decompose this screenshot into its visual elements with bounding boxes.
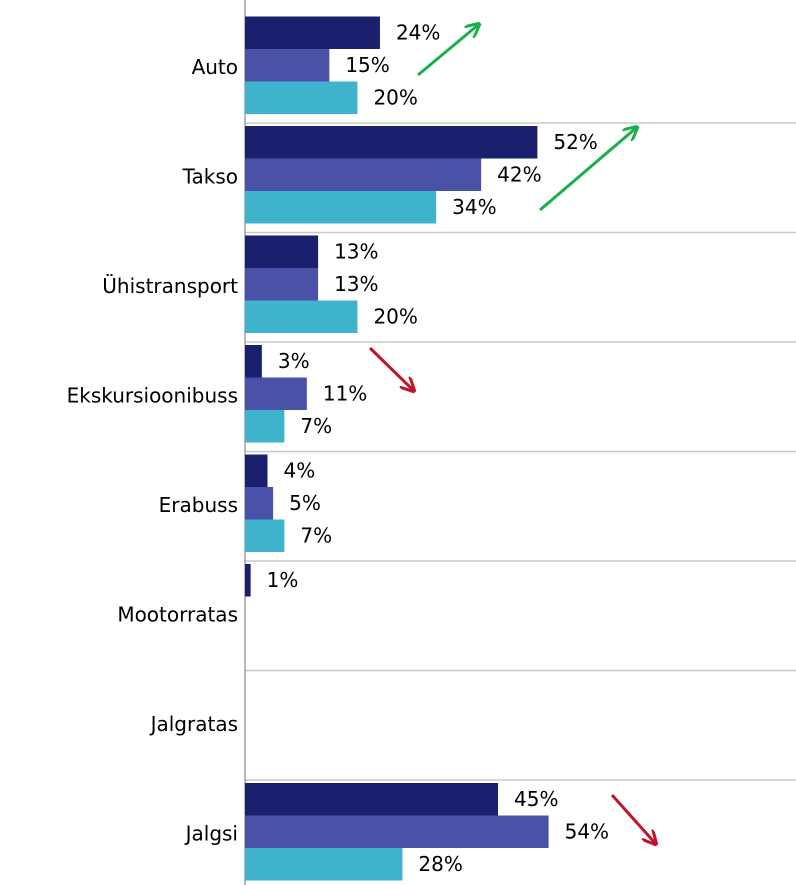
value-label: 7% <box>300 523 332 547</box>
value-label: 4% <box>283 458 315 482</box>
up-arrow <box>417 25 478 77</box>
value-label: 24% <box>396 20 440 44</box>
value-label: 34% <box>452 195 496 219</box>
category-label: Erabuss <box>159 493 238 517</box>
category-label: Ühistransport <box>102 274 238 298</box>
value-label: 11% <box>323 381 367 405</box>
value-label: 45% <box>514 787 558 811</box>
bar <box>245 345 262 378</box>
value-label: 28% <box>418 852 462 876</box>
trend-arrows <box>368 25 655 843</box>
category-label: Takso <box>182 164 238 188</box>
category-label: Mootorratas <box>117 602 238 626</box>
value-label: 20% <box>373 85 417 109</box>
value-label: 7% <box>300 414 332 438</box>
value-label: 13% <box>334 239 378 263</box>
bar <box>245 848 403 881</box>
value-label: 15% <box>345 53 389 77</box>
value-label: 42% <box>497 162 541 186</box>
bar <box>245 564 251 597</box>
value-label: 20% <box>373 304 417 328</box>
up-arrow <box>539 128 636 212</box>
bar <box>245 815 549 848</box>
bar <box>245 783 499 816</box>
value-label: 13% <box>334 272 378 296</box>
bar <box>245 81 358 114</box>
bar <box>245 16 380 49</box>
bar <box>245 377 307 410</box>
bar <box>245 268 319 301</box>
category-label: Jalgsi <box>184 821 238 845</box>
bar <box>245 235 319 268</box>
value-label: 5% <box>289 491 321 515</box>
bar <box>245 487 274 520</box>
value-label: 1% <box>267 568 299 592</box>
category-label: Jalgratas <box>149 712 238 736</box>
bar <box>245 300 358 333</box>
value-label: 54% <box>565 819 609 843</box>
bar <box>245 158 482 191</box>
bar <box>245 126 538 159</box>
bar <box>245 454 268 487</box>
category-label: Ekskursioonibuss <box>67 383 238 407</box>
bar <box>245 519 285 552</box>
plot: Auto 24% 15% 20% Takso 52% 42%34% Ühistransport… <box>67 0 796 885</box>
category-label: Auto <box>192 55 238 79</box>
bar <box>245 191 437 224</box>
down-arrow <box>368 346 413 390</box>
value-label: 3% <box>278 349 310 373</box>
bar <box>245 410 285 443</box>
down-arrow <box>610 793 655 843</box>
value-label: 52% <box>553 130 597 154</box>
bar <box>245 49 330 82</box>
